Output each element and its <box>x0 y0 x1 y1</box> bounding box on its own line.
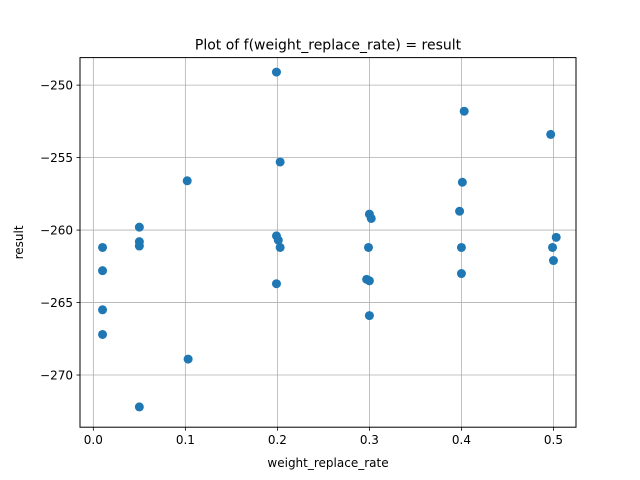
data-point <box>98 266 108 276</box>
x-axis-label: weight_replace_rate <box>267 456 388 470</box>
y-axis-label: result <box>12 225 26 259</box>
data-point <box>183 354 193 364</box>
x-axis: 0.0 0.1 0.2 0.3 0.4 0.5 <box>84 427 563 447</box>
x-tick-label: 0.3 <box>360 433 379 447</box>
data-points <box>98 67 561 412</box>
data-point <box>98 305 108 315</box>
data-point <box>275 242 285 252</box>
data-point <box>275 157 285 167</box>
data-point <box>457 177 467 187</box>
y-tick-label: −260 <box>40 223 73 237</box>
data-point <box>366 213 376 223</box>
y-tick-label: −265 <box>40 296 73 310</box>
data-point <box>182 176 192 186</box>
data-point <box>364 311 374 321</box>
data-point <box>363 242 373 252</box>
data-point <box>548 242 558 252</box>
y-tick-label: −270 <box>40 368 73 382</box>
data-point <box>98 242 108 252</box>
data-point <box>548 256 558 266</box>
chart-title: Plot of f(weight_replace_rate) = result <box>195 38 462 54</box>
data-point <box>551 232 561 242</box>
x-tick-label: 0.5 <box>544 433 563 447</box>
data-point <box>134 222 144 232</box>
data-point <box>134 241 144 251</box>
data-point <box>273 235 283 245</box>
grid <box>80 57 576 428</box>
y-tick-label: −255 <box>40 151 73 165</box>
data-point <box>98 329 108 339</box>
x-tick-label: 0.0 <box>84 433 103 447</box>
data-point <box>459 106 469 116</box>
data-point <box>364 276 374 286</box>
data-point <box>271 279 281 289</box>
plot-frame <box>79 57 577 428</box>
data-point <box>456 242 466 252</box>
y-axis: −270 −265 −260 −255 −250 <box>40 78 80 382</box>
x-tick-label: 0.2 <box>268 433 287 447</box>
data-point <box>271 67 281 77</box>
data-point <box>134 402 144 412</box>
data-point <box>456 269 466 279</box>
data-point <box>546 129 556 139</box>
y-tick-label: −250 <box>40 78 73 92</box>
x-tick-label: 0.1 <box>176 433 195 447</box>
x-tick-label: 0.4 <box>452 433 471 447</box>
data-point <box>455 206 465 216</box>
